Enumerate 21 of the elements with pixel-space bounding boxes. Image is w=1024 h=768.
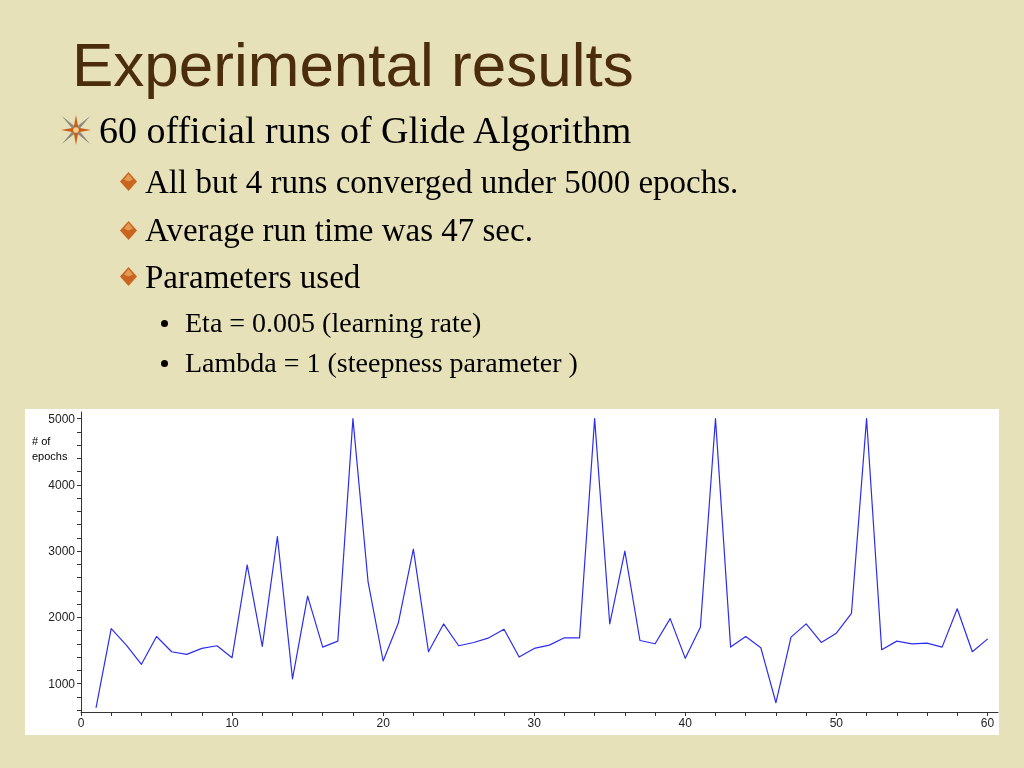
x-tick-label: 30	[527, 716, 542, 730]
y-tick-label: 5000	[48, 411, 76, 426]
y-tick-label: 3000	[48, 544, 76, 559]
x-tick-label: 10	[225, 716, 240, 730]
x-tick-label: 50	[829, 716, 844, 730]
x-tick-label: 0	[77, 716, 85, 730]
text: All but 4 runs converged under 5000 epochs.	[145, 163, 739, 202]
y-tick-label: 2000	[48, 610, 76, 625]
text: Eta = 0.005 (learning rate)	[185, 306, 482, 340]
line-series	[95, 418, 989, 708]
text: 60 official runs of Glide Algorithm	[99, 108, 632, 153]
y-tick-label: 4000	[48, 477, 76, 492]
y-tick-label: 1000	[48, 676, 76, 691]
text: Parameters used	[145, 258, 361, 297]
text: Lambda = 1 (steepness parameter )	[185, 346, 578, 380]
chart-title: Experimental results	[72, 29, 634, 101]
x-tick-label: 60	[980, 716, 995, 730]
text: Average run time was 47 sec.	[145, 212, 533, 251]
y-axis-title: # of epochs	[32, 434, 69, 464]
x-tick-label: 20	[376, 716, 391, 730]
x-tick-label: 40	[678, 716, 693, 730]
